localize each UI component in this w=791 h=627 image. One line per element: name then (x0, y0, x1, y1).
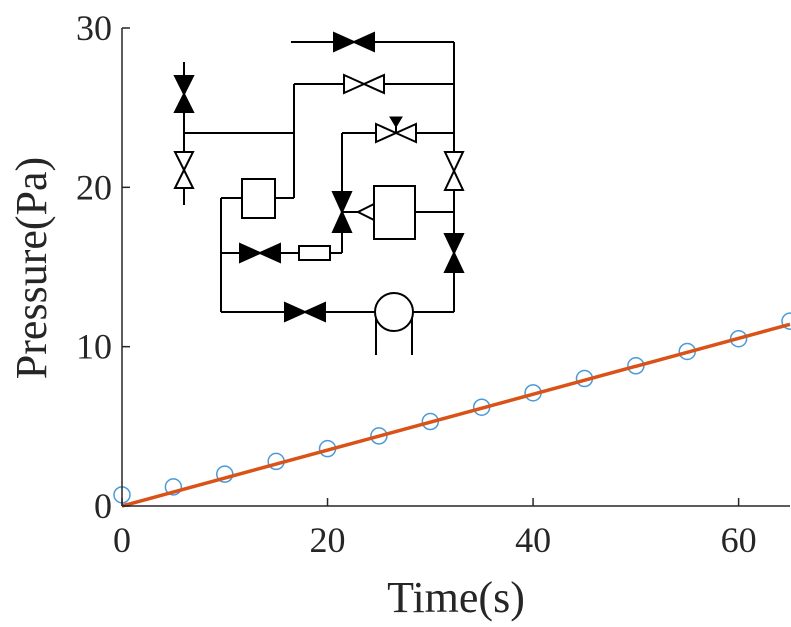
fit-line (121, 322, 791, 508)
y-tick-label: 0 (94, 486, 112, 526)
x-tick-label: 20 (310, 520, 346, 560)
x-tick-label: 60 (721, 520, 757, 560)
valve-network-schematic-icon (173, 31, 465, 355)
data-point-marker (781, 312, 791, 330)
y-axis-label: Pressure(Pa) (7, 157, 56, 379)
y-tick-label: 10 (76, 327, 112, 367)
x-axis-label: Time(s) (387, 573, 525, 622)
data-point-marker (164, 478, 183, 496)
x-tick-label: 0 (113, 520, 131, 560)
x-tick-label: 40 (515, 520, 551, 560)
axes (121, 28, 790, 507)
data-point-marker (370, 427, 388, 445)
y-tick-label: 30 (76, 8, 112, 48)
y-tick-label: 20 (76, 167, 112, 207)
